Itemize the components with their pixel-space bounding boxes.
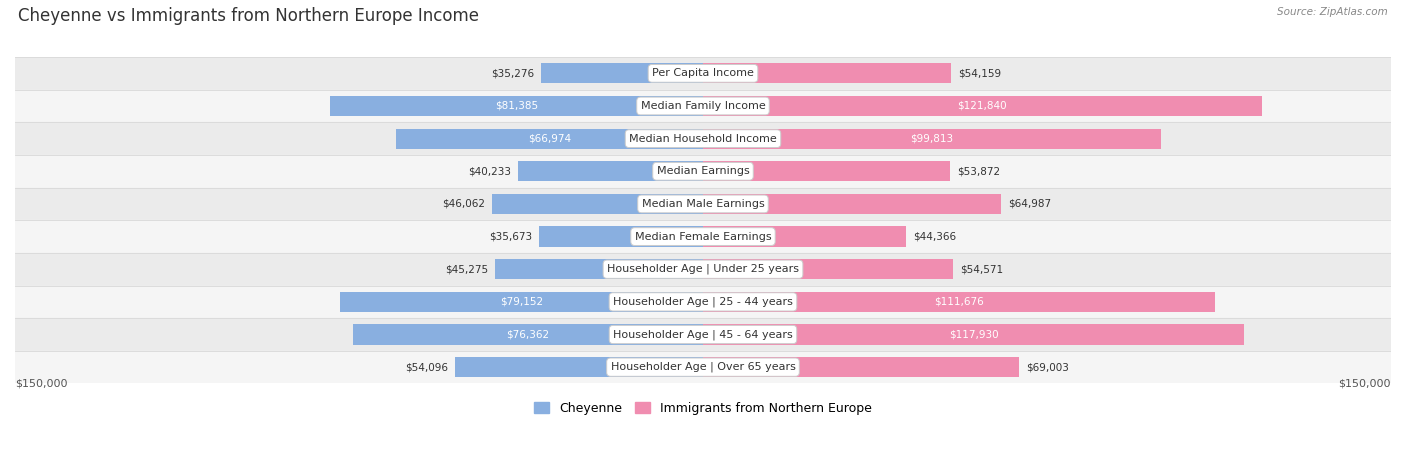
Bar bbox=[495, 259, 703, 279]
Text: Median Male Earnings: Median Male Earnings bbox=[641, 199, 765, 209]
Bar bbox=[15, 253, 1391, 285]
Text: Householder Age | 25 - 44 years: Householder Age | 25 - 44 years bbox=[613, 297, 793, 307]
Text: $99,813: $99,813 bbox=[910, 134, 953, 144]
Text: $64,987: $64,987 bbox=[1008, 199, 1052, 209]
Bar bbox=[703, 325, 1244, 345]
Text: Householder Age | 45 - 64 years: Householder Age | 45 - 64 years bbox=[613, 329, 793, 340]
Text: $54,096: $54,096 bbox=[405, 362, 449, 372]
Bar bbox=[492, 194, 703, 214]
Bar bbox=[703, 259, 953, 279]
Bar bbox=[703, 63, 952, 84]
Text: Per Capita Income: Per Capita Income bbox=[652, 68, 754, 78]
Bar bbox=[15, 57, 1391, 90]
Text: $76,362: $76,362 bbox=[506, 330, 550, 340]
Text: Median Household Income: Median Household Income bbox=[628, 134, 778, 144]
Bar bbox=[703, 226, 907, 247]
Bar bbox=[703, 128, 1161, 149]
Text: $54,159: $54,159 bbox=[959, 68, 1001, 78]
Bar bbox=[353, 325, 703, 345]
Text: Cheyenne vs Immigrants from Northern Europe Income: Cheyenne vs Immigrants from Northern Eur… bbox=[18, 7, 479, 25]
Text: $35,673: $35,673 bbox=[489, 232, 533, 241]
Text: $150,000: $150,000 bbox=[1339, 378, 1391, 389]
Text: $81,385: $81,385 bbox=[495, 101, 538, 111]
Text: $69,003: $69,003 bbox=[1026, 362, 1069, 372]
Bar bbox=[703, 292, 1215, 312]
Text: Source: ZipAtlas.com: Source: ZipAtlas.com bbox=[1277, 7, 1388, 17]
Bar bbox=[15, 188, 1391, 220]
Bar bbox=[15, 220, 1391, 253]
Text: Median Family Income: Median Family Income bbox=[641, 101, 765, 111]
Bar bbox=[519, 161, 703, 181]
Bar bbox=[15, 318, 1391, 351]
Text: Median Earnings: Median Earnings bbox=[657, 166, 749, 176]
Bar bbox=[396, 128, 703, 149]
Text: Householder Age | Under 25 years: Householder Age | Under 25 years bbox=[607, 264, 799, 275]
Bar bbox=[15, 155, 1391, 188]
Text: $121,840: $121,840 bbox=[957, 101, 1007, 111]
Bar bbox=[15, 90, 1391, 122]
Bar bbox=[15, 122, 1391, 155]
Bar bbox=[541, 63, 703, 84]
Legend: Cheyenne, Immigrants from Northern Europe: Cheyenne, Immigrants from Northern Europ… bbox=[529, 396, 877, 420]
Bar bbox=[703, 96, 1261, 116]
Text: Householder Age | Over 65 years: Householder Age | Over 65 years bbox=[610, 362, 796, 372]
Text: $111,676: $111,676 bbox=[934, 297, 984, 307]
Bar bbox=[456, 357, 703, 377]
Text: Median Female Earnings: Median Female Earnings bbox=[634, 232, 772, 241]
Bar bbox=[703, 357, 1019, 377]
Bar bbox=[703, 161, 950, 181]
Text: $44,366: $44,366 bbox=[914, 232, 956, 241]
Bar bbox=[330, 96, 703, 116]
Bar bbox=[15, 351, 1391, 383]
Text: $40,233: $40,233 bbox=[468, 166, 512, 176]
Text: $35,276: $35,276 bbox=[491, 68, 534, 78]
Text: $54,571: $54,571 bbox=[960, 264, 1004, 274]
Text: $79,152: $79,152 bbox=[501, 297, 543, 307]
Text: $46,062: $46,062 bbox=[441, 199, 485, 209]
Bar bbox=[703, 194, 1001, 214]
Text: $45,275: $45,275 bbox=[446, 264, 488, 274]
Text: $150,000: $150,000 bbox=[15, 378, 67, 389]
Text: $66,974: $66,974 bbox=[527, 134, 571, 144]
Bar bbox=[540, 226, 703, 247]
Bar bbox=[340, 292, 703, 312]
Bar bbox=[15, 285, 1391, 318]
Text: $117,930: $117,930 bbox=[949, 330, 998, 340]
Text: $53,872: $53,872 bbox=[957, 166, 1000, 176]
